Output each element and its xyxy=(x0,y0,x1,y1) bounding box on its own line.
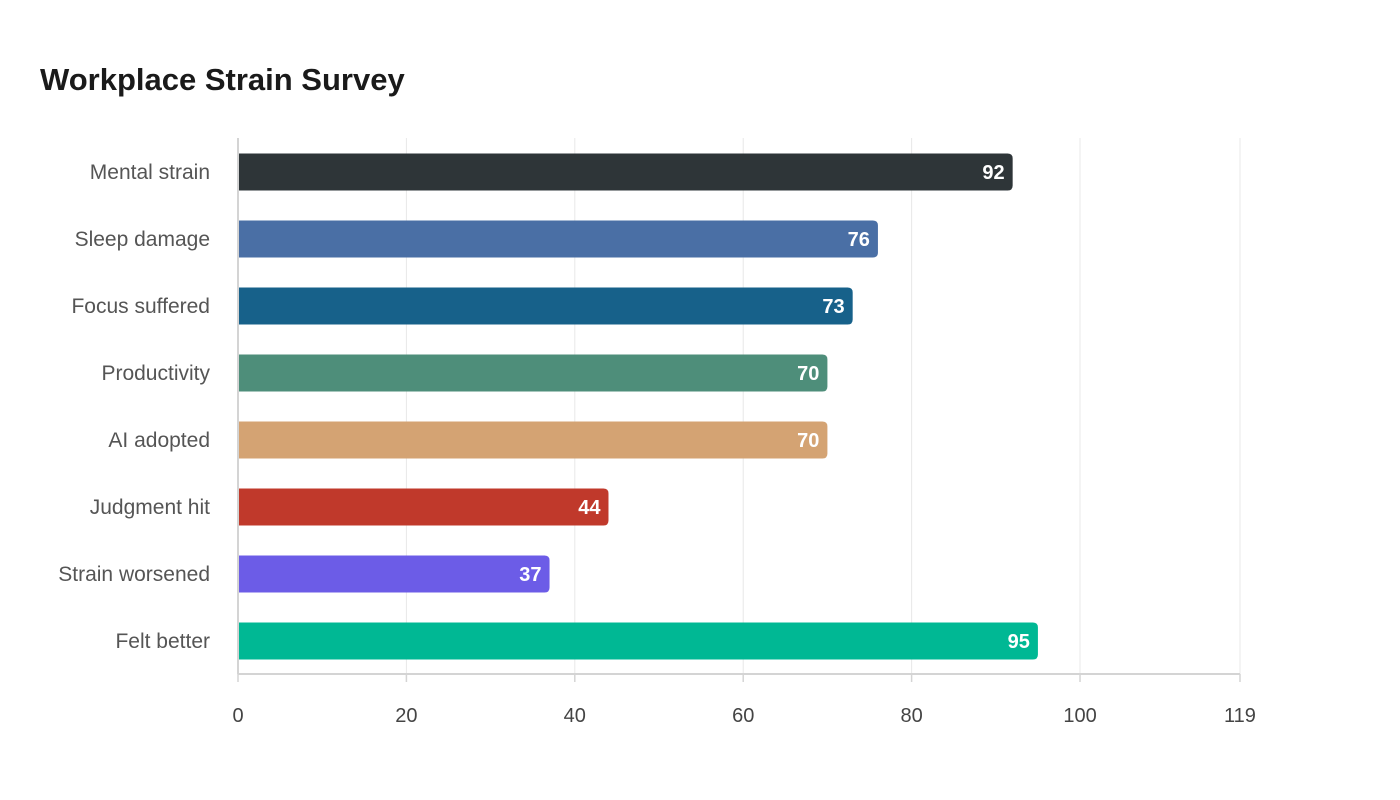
bars xyxy=(238,153,1038,660)
bar xyxy=(238,220,878,258)
bar xyxy=(238,354,828,392)
value-label: 92 xyxy=(982,162,1004,184)
category-label: Mental strain xyxy=(90,161,210,184)
category-label: Focus suffered xyxy=(71,295,210,318)
bar xyxy=(238,153,1013,191)
bar xyxy=(238,622,1038,660)
value-label: 76 xyxy=(848,229,870,251)
bar xyxy=(238,488,609,526)
x-tick-label: 20 xyxy=(395,705,417,727)
category-labels: Mental strain Sleep damage Focus suffered P… xyxy=(58,161,210,653)
value-labels: 92 76 73 70 70 44 37 95 xyxy=(519,162,1030,653)
x-tick-label: 60 xyxy=(732,705,754,727)
x-tick-label: 40 xyxy=(564,705,586,727)
bar xyxy=(238,421,828,459)
value-label: 95 xyxy=(1008,631,1030,653)
category-label: Judgment hit xyxy=(90,496,210,519)
x-tick-label: 80 xyxy=(900,705,922,727)
chart-title: Workplace Strain Survey xyxy=(40,62,405,97)
bar xyxy=(238,287,853,325)
category-label: AI adopted xyxy=(108,429,210,452)
x-tick-label: 119 xyxy=(1224,705,1256,727)
category-label: Felt better xyxy=(115,630,210,653)
value-label: 70 xyxy=(797,363,819,385)
category-label: Sleep damage xyxy=(75,228,210,251)
value-label: 44 xyxy=(578,497,601,519)
x-axis-ticks: 0 20 40 60 80 100 119 xyxy=(232,674,1256,727)
value-label: 37 xyxy=(519,564,541,586)
value-label: 73 xyxy=(822,296,844,318)
category-label: Strain worsened xyxy=(58,563,210,586)
x-tick-label: 0 xyxy=(232,705,243,727)
x-tick-label: 100 xyxy=(1063,705,1096,727)
bar xyxy=(238,555,550,593)
category-label: Productivity xyxy=(101,362,210,385)
value-label: 70 xyxy=(797,430,819,452)
